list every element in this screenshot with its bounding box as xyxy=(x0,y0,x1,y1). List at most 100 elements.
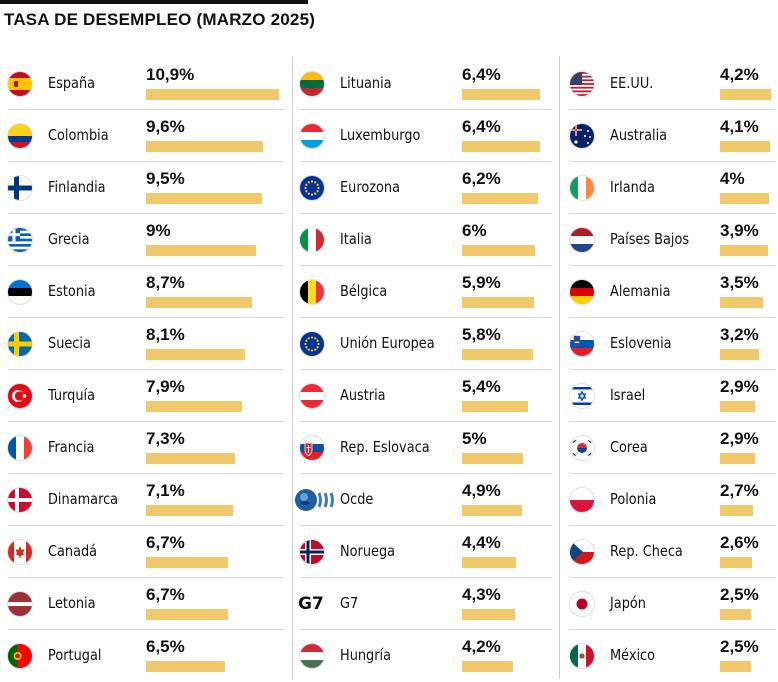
bar-row: Eurozona 6,2% xyxy=(300,162,552,214)
bar-row: Irlanda 4% xyxy=(570,162,776,214)
data-label: 4,3% xyxy=(462,585,501,604)
category-label: Países Bajos xyxy=(610,230,690,248)
bar-row: Canadá 6,7% xyxy=(8,526,284,578)
data-label: 4,2% xyxy=(462,637,501,656)
bar-row: G7 G7 4,3% xyxy=(298,578,552,630)
bar-row: Corea 2,9% xyxy=(570,422,776,474)
canada-flag-icon xyxy=(8,540,32,564)
category-label: Rep. Eslovaca xyxy=(340,438,430,456)
data-label: 8,7% xyxy=(146,273,185,292)
category-label: Lituania xyxy=(340,74,392,92)
chart-column-1: España 10,9% Colombia 9,6% Finlandia 9,5% Grec… xyxy=(8,58,284,682)
bar xyxy=(462,453,523,464)
bar-row: Noruega 4,4% xyxy=(300,526,552,578)
slovenia-flag-icon xyxy=(570,332,594,356)
bar xyxy=(720,453,756,464)
france-flag-icon xyxy=(8,436,32,460)
bar xyxy=(462,349,533,360)
bar-row: Estonia 8,7% xyxy=(8,266,284,318)
bar xyxy=(720,557,752,568)
data-label: 9,5% xyxy=(146,169,185,188)
bar-row: Dinamarca 7,1% xyxy=(8,474,284,526)
chart-title: TASA DE DESEMPLEO (MARZO 2025) xyxy=(4,10,316,29)
category-label: Unión Europea xyxy=(340,334,435,352)
data-label: 9% xyxy=(146,221,171,240)
category-label: Israel xyxy=(610,386,646,404)
mexico-flag-icon xyxy=(570,644,594,668)
bar xyxy=(462,661,514,672)
data-label: 4,1% xyxy=(720,117,759,136)
bar-row: Francia 7,3% xyxy=(8,422,284,474)
bar xyxy=(146,661,226,672)
data-label: 5,9% xyxy=(462,273,501,292)
bar-row: Rep. Eslovaca 5% xyxy=(300,422,552,474)
bar-row: Alemania 3,5% xyxy=(570,266,776,318)
bar xyxy=(462,401,528,412)
category-label: Australia xyxy=(610,126,668,144)
bar-row: Luxemburgo 6,4% xyxy=(300,110,552,162)
bar-row: Grecia 9% xyxy=(8,214,284,266)
belgium-flag-icon xyxy=(300,280,324,304)
bar-row: Australia 4,1% xyxy=(570,110,776,162)
bar xyxy=(720,141,770,152)
category-label: Suecia xyxy=(48,334,91,352)
data-label: 2,9% xyxy=(720,429,759,448)
colombia-flag-icon xyxy=(8,124,32,148)
bar xyxy=(462,89,541,100)
greece-flag-icon xyxy=(8,228,32,252)
bar-row: Turquía 7,9% xyxy=(8,370,284,422)
bar-row: EE.UU. 4,2% xyxy=(570,58,776,110)
denmark-flag-icon xyxy=(8,488,32,512)
portugal-flag-icon xyxy=(8,644,32,668)
eu-flag-icon xyxy=(300,176,324,200)
data-label: 4,9% xyxy=(462,481,501,500)
category-label: Turquía xyxy=(48,386,96,404)
category-label: Eurozona xyxy=(340,178,400,196)
bar-row: Letonia 6,7% xyxy=(8,578,284,630)
data-label: 3,9% xyxy=(720,221,759,240)
ireland-flag-icon xyxy=(570,176,594,200)
g7-icon: G7 xyxy=(298,594,324,614)
bar xyxy=(462,141,541,152)
korea-flag-icon xyxy=(570,436,594,460)
estonia-flag-icon xyxy=(8,280,32,304)
bar xyxy=(462,505,522,516)
data-label: 2,5% xyxy=(720,637,759,656)
data-label: 3,2% xyxy=(720,325,759,344)
luxembourg-flag-icon xyxy=(300,124,324,148)
bar xyxy=(720,609,751,620)
category-label: Canadá xyxy=(48,542,98,560)
bar xyxy=(146,557,228,568)
data-label: 6,2% xyxy=(462,169,501,188)
data-label: 6,5% xyxy=(146,637,185,656)
spain-flag-icon xyxy=(8,72,32,96)
oecd-logo-icon xyxy=(294,488,334,512)
category-label: México xyxy=(610,646,656,664)
category-label: Alemania xyxy=(610,282,671,300)
category-label: EE.UU. xyxy=(610,74,654,92)
lithuania-flag-icon xyxy=(300,72,324,96)
column-separator xyxy=(559,56,560,679)
usa-flag-icon xyxy=(570,72,594,96)
category-label: Polonia xyxy=(610,490,657,508)
bar xyxy=(146,141,264,152)
category-label: España xyxy=(48,74,96,92)
data-label: 6,4% xyxy=(462,65,501,84)
norway-flag-icon xyxy=(300,540,324,564)
latvia-flag-icon xyxy=(8,592,32,616)
bar xyxy=(462,609,515,620)
category-label: Corea xyxy=(610,438,648,456)
hungary-flag-icon xyxy=(300,644,324,668)
category-label: Ocde xyxy=(340,490,374,508)
bar xyxy=(146,609,228,620)
sweden-flag-icon xyxy=(8,332,32,356)
data-label: 7,1% xyxy=(146,481,185,500)
bar-row: Israel 2,9% xyxy=(570,370,776,422)
data-label: 2,7% xyxy=(720,481,759,500)
data-label: 5,8% xyxy=(462,325,501,344)
bar xyxy=(462,557,516,568)
austria-flag-icon xyxy=(300,384,324,408)
data-label: 4,4% xyxy=(462,533,501,552)
bar xyxy=(146,401,243,412)
turkey-flag-icon xyxy=(8,384,32,408)
